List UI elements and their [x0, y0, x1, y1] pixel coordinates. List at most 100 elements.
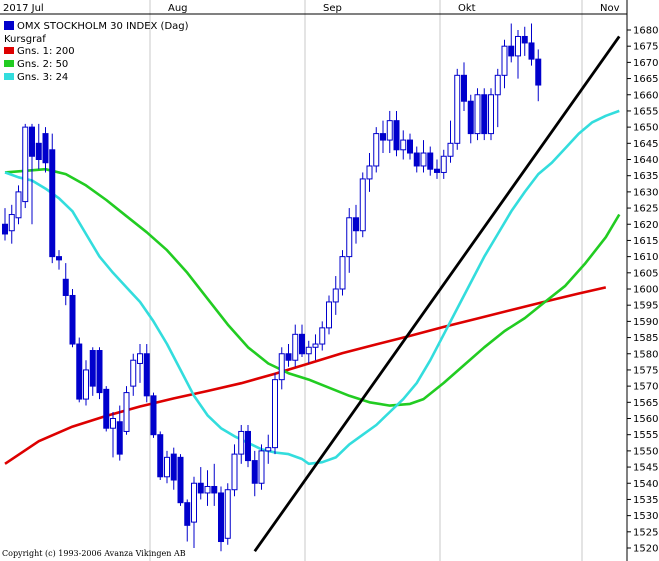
y-tick-label: 1625: [633, 204, 658, 215]
candle-body-down: [96, 350, 103, 394]
candle: [339, 250, 346, 296]
candle: [103, 386, 110, 432]
candle: [177, 454, 184, 506]
candle: [110, 412, 116, 458]
y-tick-label: 1555: [633, 430, 658, 441]
candle-body-up: [339, 256, 346, 290]
y-tick-label: 1520: [633, 544, 658, 555]
candle: [413, 146, 420, 173]
y-tick-label: 1635: [633, 171, 658, 182]
candle: [157, 431, 164, 481]
candle: [164, 450, 170, 484]
candle-body-down: [170, 453, 177, 481]
candle: [150, 392, 157, 438]
legend: OMX STOCKHOLM 30 INDEX (Dag) Kursgraf Gn…: [4, 21, 189, 83]
candle: [96, 347, 103, 400]
candle-body-up: [123, 392, 130, 432]
candle-body-down: [461, 74, 467, 102]
candle-body-down: [184, 502, 191, 526]
candle: [8, 204, 15, 244]
candle: [76, 337, 83, 403]
month-labels: 2017 Jul Aug Sep Okt Nov: [3, 3, 620, 14]
candle: [42, 127, 49, 173]
y-axis-ticks: 1520 1525 1530 1535 1540 1545 1550 1555 1560 1565…: [627, 26, 658, 555]
candle-body-down: [251, 460, 258, 484]
candle-body-down: [35, 142, 42, 160]
candle: [373, 127, 380, 173]
candle-body-up: [8, 214, 15, 232]
y-tick-label: 1580: [633, 349, 658, 360]
candle: [535, 49, 542, 102]
candle-body-down: [427, 152, 434, 170]
candle: [251, 450, 258, 497]
candle: [231, 444, 238, 497]
y-tick-label: 1675: [633, 42, 658, 53]
candle-body-down: [177, 456, 184, 504]
candle-body-up: [326, 301, 332, 329]
candle: [447, 120, 454, 163]
candle: [400, 130, 407, 160]
legend-label-ma24: Gns. 3: 24: [17, 72, 68, 83]
candle-body-down: [535, 58, 542, 86]
candle-body-up: [83, 369, 89, 400]
candle: [299, 324, 305, 357]
candle: [508, 23, 515, 63]
y-tick-label: 1550: [633, 446, 658, 457]
candle: [2, 208, 8, 241]
candle: [137, 344, 143, 383]
legend-swatch-ma24: [4, 73, 14, 80]
y-tick-label: 1680: [633, 26, 658, 37]
candle-body-up: [265, 447, 272, 452]
candle-body-up: [15, 191, 22, 219]
candle: [366, 153, 373, 192]
candle: [326, 295, 332, 335]
candle-body-down: [467, 100, 474, 135]
y-tick-label: 1670: [633, 58, 658, 69]
grid-lines: [149, 0, 583, 561]
candle-body-up: [454, 74, 461, 144]
y-tick-label: 1605: [633, 268, 658, 279]
candle-body-down: [62, 278, 69, 296]
candle-body-up: [366, 165, 373, 180]
candle-body-down: [508, 45, 515, 57]
candle: [386, 110, 393, 154]
candle-body-up: [272, 379, 278, 449]
candle-body-down: [481, 94, 488, 135]
candle: [292, 324, 299, 367]
candle-body-up: [137, 353, 143, 364]
candle: [461, 62, 467, 111]
candle: [420, 140, 427, 173]
candle-body-down: [103, 388, 110, 429]
candle-body-up: [204, 485, 211, 494]
candle: [69, 289, 76, 348]
candle: [528, 23, 535, 66]
y-tick-label: 1565: [633, 398, 658, 409]
candle: [407, 133, 413, 160]
y-tick-label: 1575: [633, 365, 658, 376]
candle-body-down: [2, 223, 8, 235]
candle: [245, 424, 251, 468]
y-tick-label: 1655: [633, 106, 658, 117]
candle-body-down: [407, 139, 413, 154]
candle-body-up: [332, 288, 339, 303]
candle: [515, 30, 521, 79]
candle-body-up: [346, 217, 353, 258]
legend-label-price: OMX STOCKHOLM 30 INDEX (Dag): [17, 21, 189, 32]
legend-header: Kursgraf: [4, 34, 46, 45]
candle-body-up: [164, 456, 170, 478]
y-tick-label: 1600: [633, 285, 658, 296]
trendline: [253, 35, 621, 553]
candle: [474, 88, 481, 141]
month-label: Nov: [600, 3, 620, 14]
candle: [319, 321, 326, 351]
candle: [29, 123, 35, 225]
ma50-line: [4, 167, 621, 407]
candle: [305, 340, 312, 364]
candle: [521, 26, 528, 56]
candle-body-up: [110, 418, 116, 429]
trendline-layer: [253, 35, 621, 553]
candle: [488, 88, 494, 141]
candle: [89, 347, 96, 396]
candle: [467, 94, 474, 144]
candle-body-down: [521, 35, 528, 44]
